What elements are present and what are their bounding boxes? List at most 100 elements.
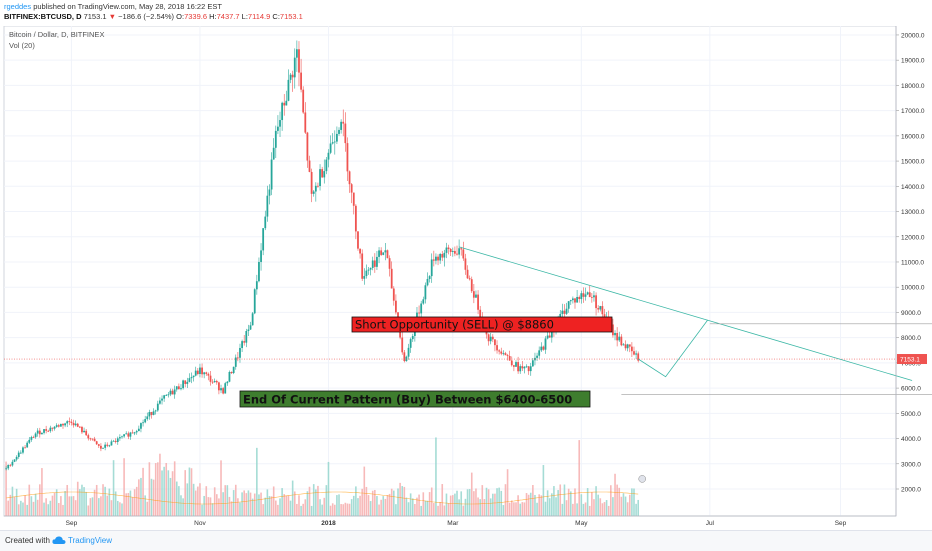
close-value: 7153.1 — [279, 12, 303, 21]
candle-body — [346, 143, 349, 172]
candles — [5, 40, 640, 471]
volume-bar — [489, 498, 492, 516]
candle-body — [395, 300, 397, 313]
volume-bar — [390, 488, 393, 516]
footer: Created with TradingView — [0, 530, 932, 551]
candle-body — [9, 464, 12, 466]
candle-body — [260, 250, 262, 262]
volume-bar — [91, 497, 94, 516]
volume-bar — [319, 499, 321, 516]
volume-bar — [157, 462, 159, 516]
candle-body — [45, 429, 48, 431]
candle-body — [561, 310, 564, 314]
volume-bar — [428, 492, 431, 516]
volume-bar — [112, 460, 115, 516]
volume-bar — [327, 461, 330, 516]
candle-body — [472, 291, 475, 298]
candle-body — [78, 426, 81, 428]
volume-bar — [519, 503, 522, 516]
candle-body — [470, 279, 473, 292]
volume-bar — [506, 469, 509, 516]
candle-body — [584, 294, 587, 297]
volume-bar — [180, 495, 182, 516]
volume-bar — [262, 504, 264, 516]
candle-body — [567, 301, 570, 309]
candle-body — [192, 375, 195, 378]
volume-bar — [102, 484, 104, 516]
candle-body — [635, 353, 637, 355]
candle-body — [224, 383, 227, 394]
candle-body — [102, 447, 104, 449]
y-tick-label: 5000.0 — [901, 411, 921, 418]
candle-body — [15, 456, 18, 460]
volume-bar — [41, 468, 43, 516]
volume-bar — [68, 496, 71, 516]
candle-body — [156, 403, 159, 411]
volume-bar — [599, 498, 602, 516]
candle-body — [531, 360, 534, 367]
volume-bar — [344, 502, 347, 516]
author-link[interactable]: rgeddes — [4, 2, 32, 11]
high-value: 7437.7 — [216, 12, 240, 21]
volume-bar — [85, 491, 87, 516]
volume-bar — [258, 494, 260, 516]
candle-body — [424, 285, 427, 300]
volume-bar — [521, 502, 524, 516]
volume-bar — [45, 498, 47, 516]
candle-body — [234, 357, 237, 367]
volume-bar — [5, 461, 7, 516]
candle-body — [618, 336, 621, 341]
candle-body — [211, 381, 214, 383]
candle-body — [466, 269, 469, 279]
candle-body — [336, 133, 338, 142]
volume-bar — [163, 466, 165, 516]
candle-body — [7, 464, 10, 469]
candle-body — [293, 57, 296, 78]
candle-body — [83, 430, 85, 433]
volume-bar — [574, 488, 576, 516]
volume-bar — [352, 495, 355, 516]
candle-body — [365, 270, 368, 277]
last-price: 7153.1 — [83, 12, 107, 21]
tradingview-brand[interactable]: TradingView — [68, 536, 113, 545]
candle-body — [462, 249, 465, 259]
volume-bar — [127, 493, 130, 516]
candle-body — [26, 442, 29, 448]
volume-bar — [462, 505, 465, 516]
candle-body — [325, 159, 328, 172]
volume-bar — [439, 501, 441, 516]
volume-bar — [51, 495, 54, 516]
open-value: 7339.6 — [184, 12, 208, 21]
volume-bar — [152, 479, 155, 516]
volume-bar — [437, 505, 439, 516]
chart-header: rgeddes published on TradingView.com, Ma… — [0, 0, 932, 26]
candle-body — [127, 433, 130, 437]
candle-body — [215, 380, 218, 383]
volume-bar — [232, 490, 235, 516]
volume-bar — [540, 495, 543, 516]
candle-body — [420, 303, 423, 314]
close-label: C: — [272, 12, 280, 21]
candle-body — [209, 375, 212, 382]
candle-body — [148, 412, 151, 417]
price-chart[interactable]: 2000.03000.04000.05000.06000.07000.08000… — [0, 26, 932, 530]
volume-bar — [426, 500, 429, 516]
candle-body — [91, 438, 94, 440]
volume-bar — [470, 472, 473, 516]
candle-body — [435, 256, 437, 261]
candle-body — [258, 261, 260, 282]
candle-body — [125, 433, 128, 435]
candle-body — [628, 344, 631, 347]
volume-bar — [321, 504, 323, 516]
candle-body — [376, 256, 378, 267]
volume-bar — [435, 437, 437, 516]
candle-body — [300, 72, 302, 90]
candle-body — [304, 112, 307, 133]
volume-bar — [325, 485, 328, 516]
volume-bar — [563, 484, 566, 516]
candle-body — [601, 306, 604, 315]
candle-body — [479, 309, 482, 318]
volume-bar — [483, 499, 486, 516]
candle-body — [512, 365, 515, 367]
candle-body — [517, 362, 520, 372]
